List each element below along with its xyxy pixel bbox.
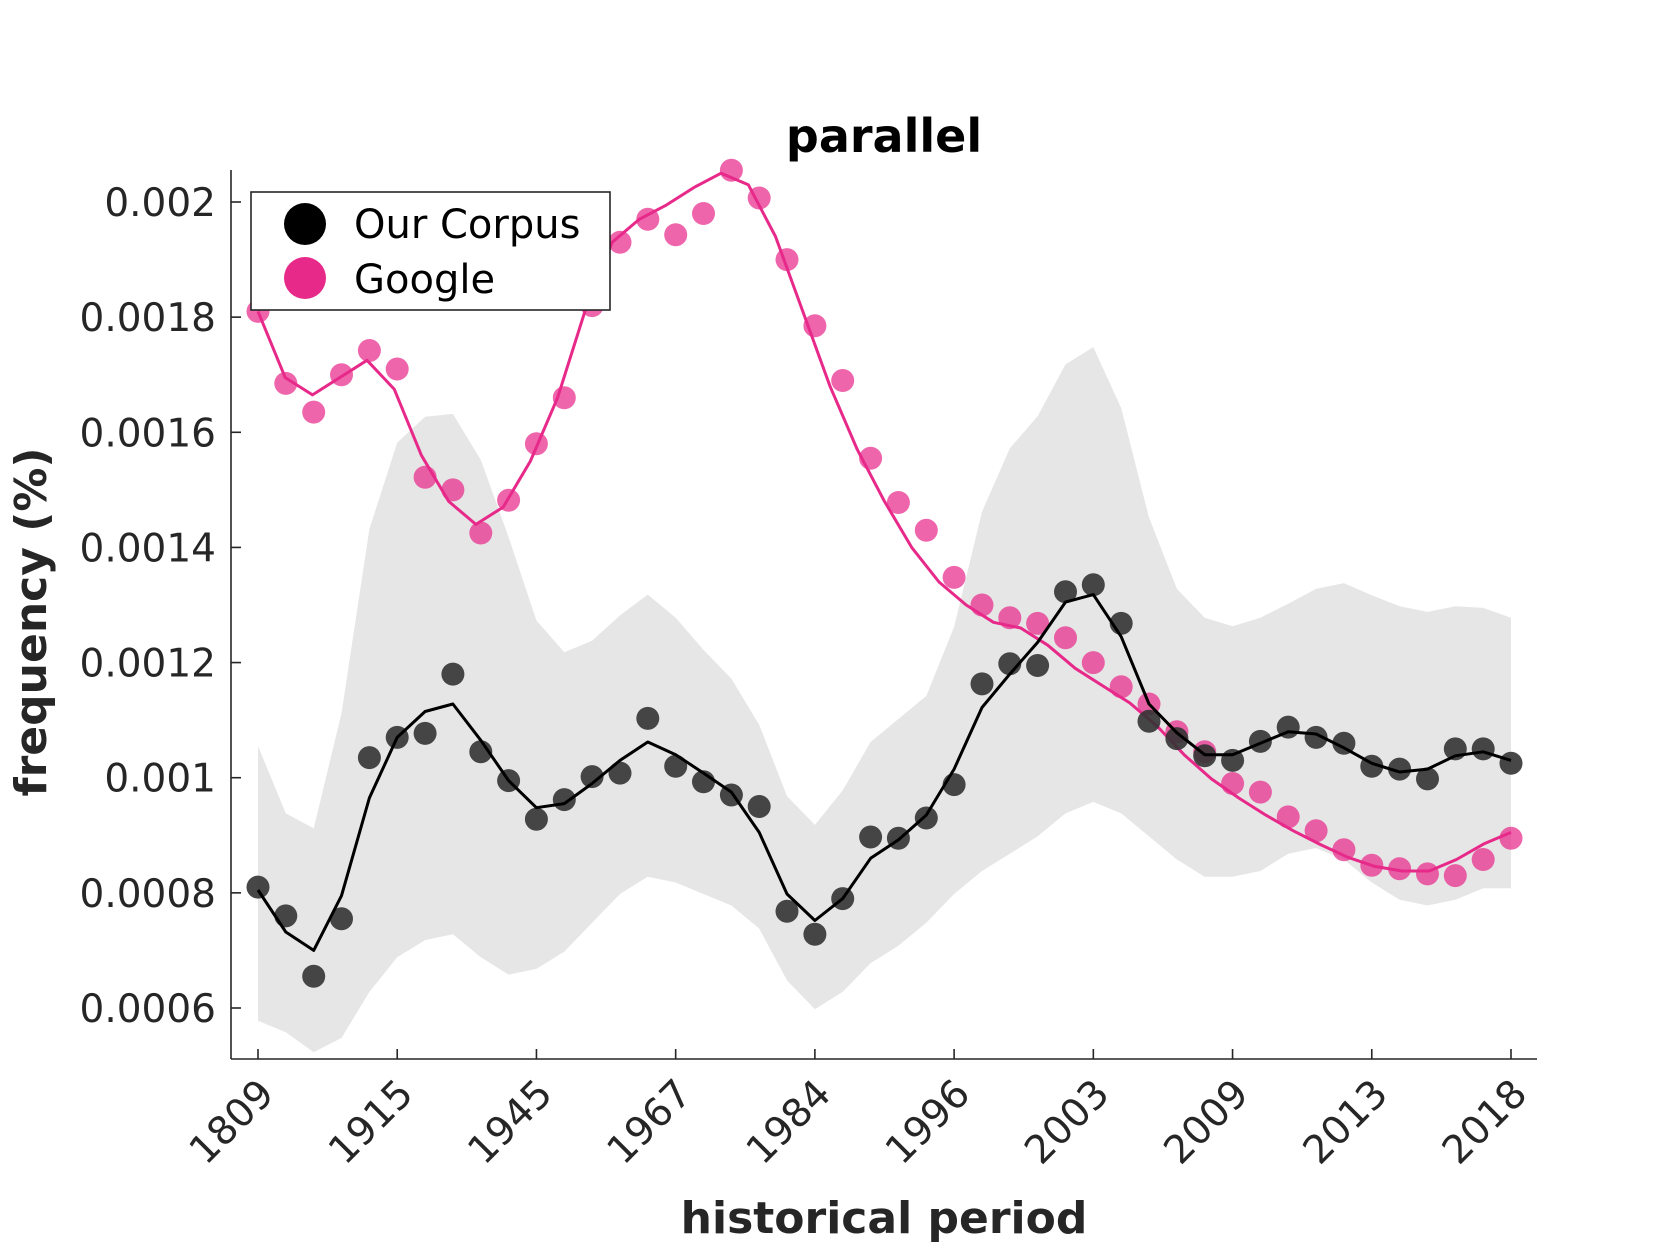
- google-point-30: [1081, 651, 1105, 675]
- our-corpus-point-45: [1499, 751, 1523, 775]
- our-corpus-point-39: [1332, 731, 1356, 755]
- google-point-29: [1054, 626, 1077, 650]
- our-corpus-point-6: [413, 721, 437, 745]
- y-tick-label: 0.002: [104, 181, 216, 226]
- google-point-23: [886, 491, 910, 514]
- our-corpus-point-26: [970, 672, 994, 696]
- google-point-21: [831, 369, 855, 392]
- google-point-14: [636, 207, 660, 231]
- x-axis-label: historical period: [681, 1193, 1088, 1244]
- our-corpus-point-12: [580, 765, 604, 789]
- our-corpus-point-2: [302, 964, 326, 988]
- legend-marker-google: [284, 257, 326, 299]
- our-corpus-point-10: [524, 807, 548, 831]
- y-tick-label: 0.0008: [80, 872, 216, 917]
- google-point-44: [1471, 848, 1495, 871]
- our-corpus-point-20: [803, 922, 827, 946]
- our-corpus-point-13: [608, 761, 632, 785]
- google-point-15: [664, 223, 688, 247]
- google-point-37: [1276, 805, 1300, 829]
- google-point-13: [608, 230, 632, 254]
- y-tick-label: 0.0014: [80, 526, 216, 571]
- our-corpus-point-29: [1054, 580, 1077, 604]
- google-point-1: [274, 371, 298, 395]
- our-corpus-point-42: [1416, 767, 1439, 791]
- google-point-38: [1304, 819, 1328, 843]
- y-tick-label: 0.0018: [80, 296, 216, 341]
- our-corpus-point-32: [1137, 709, 1161, 733]
- legend-label-our-corpus: Our Corpus: [354, 202, 580, 248]
- legend-label-google: Google: [354, 257, 495, 303]
- our-corpus-point-33: [1165, 727, 1189, 751]
- y-tick-label: 0.0006: [80, 987, 216, 1032]
- y-tick-label: 0.0012: [80, 642, 216, 687]
- our-corpus-point-4: [357, 746, 381, 770]
- google-point-5: [385, 357, 409, 381]
- our-corpus-point-24: [914, 806, 938, 830]
- google-point-39: [1332, 838, 1356, 862]
- our-corpus-point-22: [859, 825, 883, 849]
- our-corpus-point-28: [1026, 654, 1050, 677]
- our-corpus-point-15: [664, 754, 688, 778]
- legend-marker-our-corpus: [284, 203, 326, 245]
- our-corpus-point-3: [330, 907, 353, 931]
- google-point-4: [357, 339, 381, 362]
- google-point-41: [1388, 857, 1412, 881]
- legend: Our Corpus Google: [250, 191, 611, 311]
- google-point-31: [1109, 675, 1133, 699]
- our-corpus-point-18: [747, 795, 771, 818]
- google-point-2: [302, 400, 326, 424]
- axes: [230, 170, 1537, 1060]
- our-corpus-point-14: [636, 706, 660, 730]
- google-point-7: [441, 478, 465, 502]
- our-corpus-point-30: [1081, 573, 1105, 597]
- google-point-42: [1416, 862, 1439, 886]
- our-corpus-point-19: [775, 899, 799, 923]
- google-point-26: [970, 593, 994, 617]
- y-tick-label: 0.0016: [80, 411, 216, 456]
- google-point-25: [942, 565, 966, 589]
- our-corpus-trend-line: [256, 593, 1512, 952]
- our-corpus-point-41: [1388, 757, 1412, 781]
- y-ticks: 0.0006 0.0008 0.001 0.0012 0.0014 0.0016 0.001…: [80, 181, 241, 1032]
- our-corpus-point-44: [1471, 737, 1495, 761]
- corpus-confidence-band: [258, 347, 1511, 1053]
- confidence-band-layer: [258, 347, 1511, 1053]
- our-corpus-point-7: [441, 662, 465, 686]
- our-corpus-point-1: [274, 904, 298, 928]
- y-tick-label: 0.001: [104, 757, 216, 802]
- chart-title: parallel: [786, 109, 982, 163]
- google-point-35: [1221, 772, 1245, 795]
- google-trend-line: [256, 171, 1512, 873]
- google-point-8: [469, 521, 493, 545]
- google-point-24: [914, 518, 938, 542]
- our-corpus-point-38: [1304, 725, 1328, 749]
- google-point-45: [1499, 826, 1523, 850]
- google-point-28: [1026, 611, 1050, 635]
- google-point-43: [1443, 864, 1467, 888]
- corpus-series-layer: [246, 573, 1523, 988]
- our-corpus-point-0: [246, 875, 270, 899]
- google-point-16: [692, 202, 715, 225]
- y-axis-label: frequency (%): [6, 447, 57, 796]
- google-point-36: [1248, 780, 1272, 804]
